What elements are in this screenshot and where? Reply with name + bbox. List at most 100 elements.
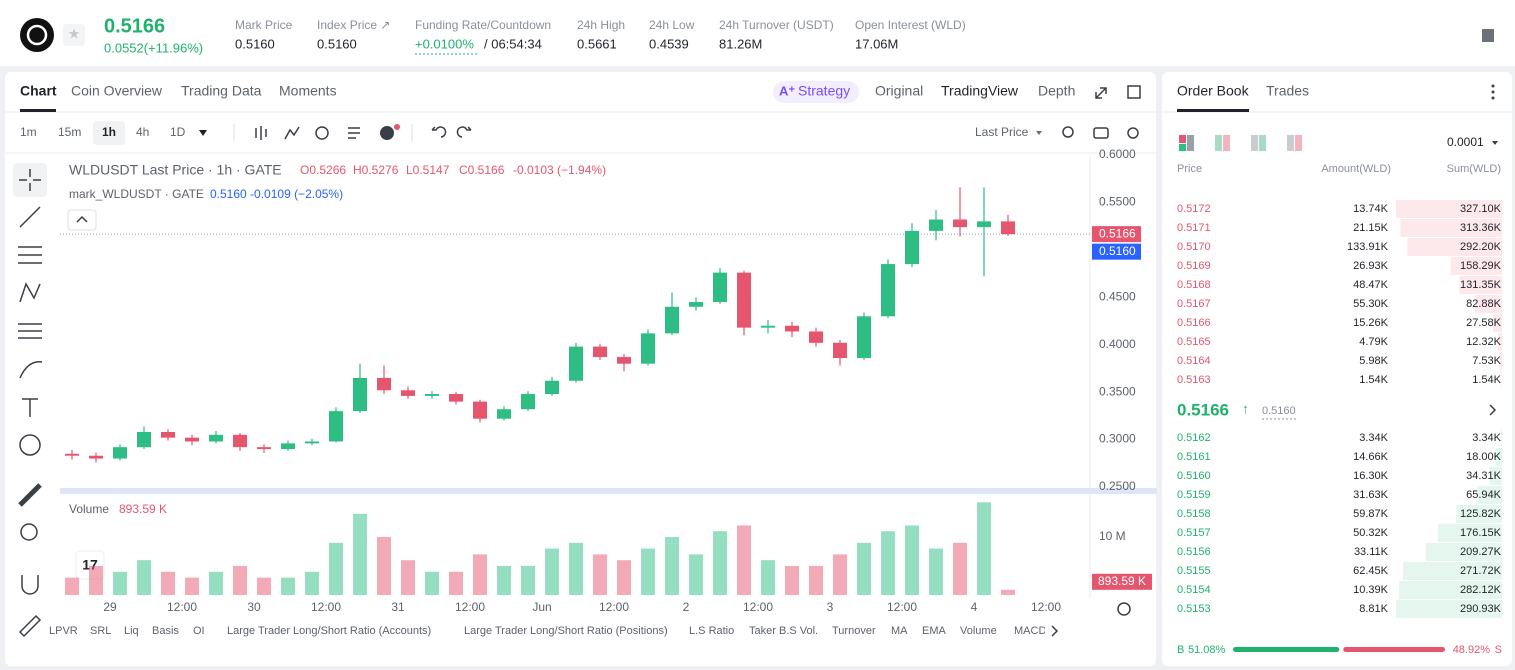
depth-bar — [1396, 200, 1502, 218]
search-icon[interactable] — [1062, 126, 1074, 138]
layout-icon[interactable] — [1215, 135, 1222, 151]
indicator[interactable]: Volume — [960, 625, 997, 637]
x-tick-label: 12:00 — [167, 600, 197, 614]
ob-sum: 290.93K — [1460, 603, 1502, 615]
camera-icon[interactable] — [1093, 127, 1109, 139]
view-tab[interactable]: Depth — [1038, 83, 1075, 99]
ob-amount: 31.63K — [1353, 489, 1389, 501]
interval[interactable]: 15m — [58, 125, 81, 139]
interval-active-bg — [93, 121, 125, 145]
indicator[interactable]: L.S Ratio — [689, 625, 734, 637]
legend-ohlc: L0.5147 — [406, 163, 450, 177]
menu-dot[interactable] — [1491, 84, 1495, 88]
indicator[interactable]: Liq — [124, 625, 139, 637]
view-tab[interactable]: TradingView — [941, 83, 1019, 99]
volume-badge-label: 893.59 K — [1098, 574, 1146, 588]
depth-bar — [1489, 467, 1502, 485]
layout-icon — [1187, 135, 1194, 151]
view-tab[interactable]: Original — [875, 83, 923, 99]
dropdown-arrow[interactable] — [199, 130, 207, 136]
pattern-tool[interactable] — [19, 282, 41, 303]
notes-icon[interactable] — [1482, 29, 1494, 42]
interval[interactable]: 1m — [20, 125, 37, 139]
candles-icon[interactable] — [255, 126, 267, 140]
layout-icon[interactable] — [1287, 135, 1294, 151]
add-icon[interactable] — [380, 126, 394, 140]
expand-arrow[interactable] — [1489, 404, 1497, 416]
scroll-right[interactable] — [1051, 625, 1059, 637]
crosshair-tool[interactable] — [19, 169, 41, 191]
collapse-button[interactable] — [67, 209, 97, 231]
interval[interactable]: 4h — [136, 125, 149, 139]
stat-value: 0.5160 — [235, 36, 275, 51]
volume-bar — [497, 566, 511, 595]
redo-icon[interactable] — [456, 126, 472, 138]
indicator-icon[interactable] — [284, 126, 300, 140]
ratio-buy-bar — [1233, 647, 1340, 652]
fib-tool[interactable] — [18, 323, 42, 339]
undo-icon[interactable] — [431, 126, 447, 138]
zoom-tool[interactable] — [20, 523, 38, 541]
chart-tab[interactable]: Coin Overview — [71, 83, 163, 99]
window-icon[interactable] — [1127, 85, 1141, 99]
strategy-tab[interactable]: Strategy — [798, 83, 850, 99]
magnet-tool[interactable] — [21, 575, 39, 595]
ob-tab[interactable]: Order Book — [1177, 83, 1250, 99]
emoji-tool[interactable] — [19, 434, 41, 456]
channel-tool[interactable] — [18, 246, 42, 264]
indicator[interactable]: LPVR — [49, 625, 78, 637]
brush-tool[interactable] — [19, 361, 43, 379]
interval[interactable]: 1D — [170, 125, 186, 139]
interval[interactable]: 1h — [102, 125, 116, 139]
fullscreen-icon[interactable] — [1095, 87, 1107, 99]
candle-body — [353, 377, 367, 412]
x-tick-label: Jun — [532, 600, 551, 614]
replay-icon[interactable] — [315, 126, 329, 140]
indicator[interactable]: Turnover — [832, 625, 876, 637]
ruler-tool[interactable] — [18, 483, 42, 507]
favorite-button[interactable] — [63, 24, 85, 46]
volume-bar — [977, 502, 991, 595]
top-bar — [0, 0, 1515, 66]
indicator[interactable]: Large Trader Long/Short Ratio (Accounts) — [227, 625, 431, 637]
x-tick-label: 29 — [103, 600, 117, 614]
indicator[interactable]: Taker B.S Vol. — [749, 625, 818, 637]
strategy-pill[interactable] — [773, 81, 859, 103]
indicator[interactable]: Large Trader Long/Short Ratio (Positions… — [464, 625, 668, 637]
chart-tab[interactable]: Chart — [20, 83, 57, 99]
dropdown-arrow[interactable] — [1492, 141, 1498, 145]
x-tick-label: 12:00 — [743, 600, 773, 614]
header-price: 0.5166 — [104, 15, 165, 37]
stat-label: 24h Low — [649, 18, 695, 32]
indicator[interactable]: EMA — [922, 625, 947, 637]
stat-label: Mark Price — [235, 18, 293, 32]
strategy-icon: A⁺ — [779, 83, 795, 98]
price-type[interactable]: Last Price — [975, 125, 1029, 139]
axis-settings[interactable] — [1117, 602, 1131, 616]
settings-icon[interactable] — [1127, 127, 1139, 139]
ob-price: 0.5171 — [1177, 222, 1211, 234]
logo[interactable] — [20, 18, 54, 52]
template-icon[interactable] — [348, 127, 360, 139]
dropdown-arrow[interactable] — [1036, 131, 1042, 135]
chart-tab[interactable]: Moments — [279, 83, 337, 99]
y-tick-label: 0.3500 — [1099, 384, 1136, 398]
line-tool[interactable] — [19, 206, 41, 228]
chart-tab[interactable]: Trading Data — [181, 83, 262, 99]
indicator[interactable]: SRL — [90, 625, 111, 637]
layout-icon[interactable] — [1251, 135, 1258, 151]
indicator[interactable]: OI — [193, 625, 205, 637]
x-tick-label: 2 — [683, 600, 690, 614]
depth-bar — [1459, 276, 1502, 294]
indicator[interactable]: MA — [891, 625, 908, 637]
indicator[interactable]: MACD — [1014, 625, 1046, 637]
candle-body — [929, 219, 943, 231]
eraser-tool[interactable] — [18, 614, 42, 638]
precision[interactable]: 0.0001 — [1447, 135, 1484, 149]
layout-icon[interactable] — [1179, 135, 1186, 143]
ratio-sell-bar — [1343, 647, 1445, 652]
ob-tab[interactable]: Trades — [1266, 83, 1309, 99]
text-tool[interactable] — [22, 398, 38, 417]
mark-price-label: 0.5160 — [1099, 244, 1136, 258]
indicator[interactable]: Basis — [152, 625, 179, 637]
